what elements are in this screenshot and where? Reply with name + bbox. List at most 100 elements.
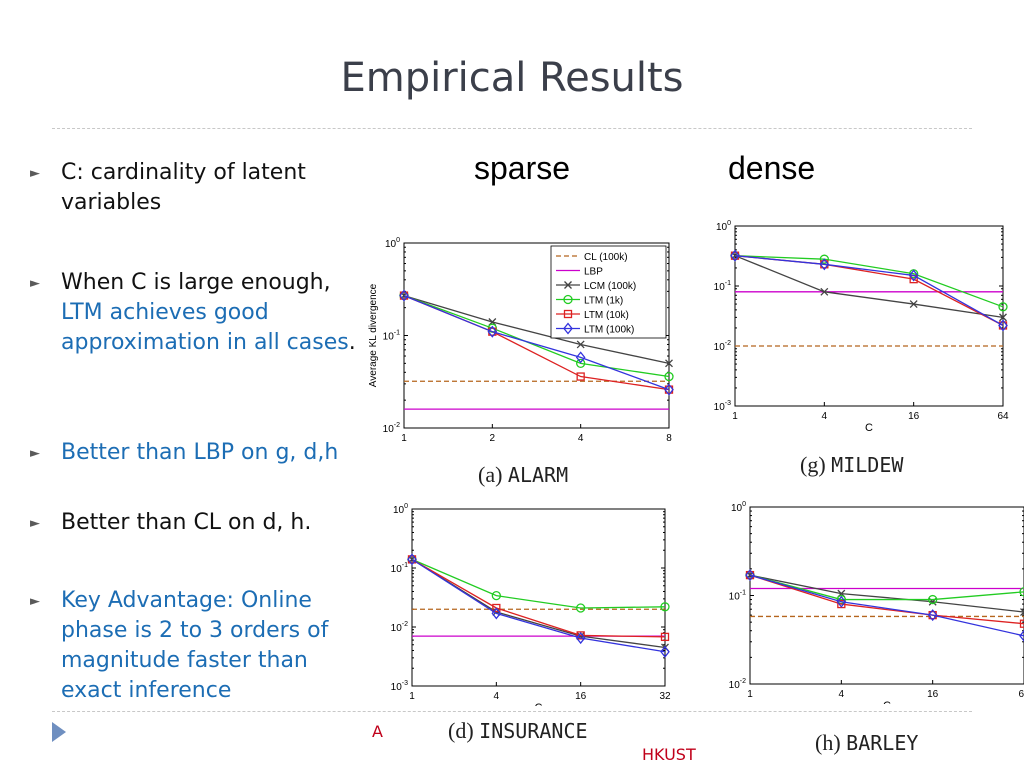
caption-name: MILDEW bbox=[831, 453, 904, 477]
legend-entry: CL (100k) bbox=[584, 252, 628, 263]
caption-prefix: (a) bbox=[478, 462, 503, 487]
series-line bbox=[734, 255, 1004, 319]
bullet-text: When C is large enough, bbox=[61, 270, 331, 295]
caption-mildew: (g) MILDEW bbox=[800, 452, 903, 478]
plot-frame bbox=[734, 225, 1004, 407]
y-tick-exp: -2 bbox=[740, 678, 746, 685]
bullet-text: Better than LBP on g, d,h bbox=[61, 440, 339, 465]
data-point bbox=[399, 289, 409, 302]
y-tick-label: 10-1 bbox=[391, 562, 408, 575]
data-point bbox=[664, 371, 674, 382]
data-point bbox=[1020, 608, 1024, 613]
x-tick-label: 4 bbox=[839, 689, 845, 700]
data-point bbox=[745, 569, 755, 582]
y-tick-exp: -1 bbox=[402, 562, 408, 569]
y-tick-exp: -2 bbox=[402, 621, 408, 628]
data-point bbox=[998, 319, 1008, 332]
legend-marker bbox=[563, 309, 573, 319]
x-tick-label: 4 bbox=[822, 411, 828, 422]
caption-prefix: (g) bbox=[800, 452, 826, 477]
y-tick-label: 100 bbox=[385, 237, 400, 250]
y-tick-label: 10-2 bbox=[729, 678, 746, 691]
legend-entry: LTM (10k) bbox=[584, 310, 629, 321]
y-tick-exp: -1 bbox=[740, 590, 746, 597]
y-tick-label: 10-3 bbox=[391, 680, 408, 693]
series-ltm-100k- bbox=[730, 249, 1008, 332]
data-point bbox=[407, 553, 417, 566]
legend-entry: LBP bbox=[584, 267, 603, 278]
series-line bbox=[734, 255, 1004, 308]
bullet-arrow-icon: ► bbox=[30, 276, 40, 291]
data-point bbox=[819, 258, 830, 271]
caption-barley: (h) BARLEY bbox=[815, 730, 918, 756]
y-tick-label: 10-2 bbox=[714, 340, 731, 353]
caption-name: BARLEY bbox=[846, 731, 919, 755]
data-point bbox=[576, 372, 585, 381]
legend-entry: LCM (100k) bbox=[584, 281, 636, 292]
series-line bbox=[749, 574, 1024, 601]
y-tick-label: 10-3 bbox=[714, 400, 731, 413]
x-tick-label: 4 bbox=[494, 691, 500, 702]
y-tick-exp: -3 bbox=[402, 680, 408, 687]
bullet-text-highlight: LTM achieves good approximation in all c… bbox=[61, 300, 349, 355]
data-point bbox=[660, 632, 670, 642]
nav-arrow-icon[interactable] bbox=[52, 722, 66, 746]
y-tick-exp: -2 bbox=[394, 422, 400, 429]
caption-name: ALARM bbox=[507, 463, 569, 487]
data-point bbox=[487, 325, 498, 338]
series-line bbox=[749, 574, 1024, 613]
data-point bbox=[908, 269, 919, 282]
series-ltm-100k- bbox=[407, 553, 670, 658]
column-header-sparse: sparse bbox=[474, 150, 571, 186]
y-tick-label: 10-1 bbox=[729, 590, 746, 603]
series-line bbox=[749, 574, 1024, 625]
y-tick-label: 100 bbox=[393, 503, 408, 516]
y-tick-label: 10-2 bbox=[391, 621, 408, 634]
column-header-dense: dense bbox=[728, 150, 816, 186]
y-axis-label: Average KL divergence bbox=[368, 283, 379, 387]
data-point bbox=[928, 594, 938, 605]
series-line bbox=[411, 558, 666, 609]
x-tick-label: 1 bbox=[401, 433, 407, 443]
data-point-b bbox=[576, 340, 585, 349]
data-point bbox=[576, 358, 586, 368]
y-tick-exp: 0 bbox=[742, 501, 746, 508]
y-tick-exp: -2 bbox=[725, 340, 731, 347]
data-point bbox=[575, 351, 586, 364]
data-point bbox=[730, 249, 740, 262]
y-tick-label: 100 bbox=[731, 501, 746, 514]
footer-institution: HKUST bbox=[642, 745, 696, 764]
legend-box bbox=[550, 245, 667, 339]
x-axis-label: C bbox=[865, 422, 873, 434]
x-tick-label: 64 bbox=[997, 411, 1009, 422]
x-tick-label: 4 bbox=[578, 433, 584, 443]
bullet-text: C: cardinality of latent variables bbox=[61, 160, 306, 215]
series-line bbox=[403, 294, 670, 378]
series-line bbox=[734, 255, 1004, 327]
x-tick-label: 32 bbox=[659, 691, 671, 702]
caption-name: INSURANCE bbox=[479, 719, 588, 743]
x-tick-label: 64 bbox=[1018, 689, 1024, 700]
data-point bbox=[575, 631, 586, 645]
legend-entry: LTM (100k) bbox=[584, 325, 634, 336]
y-tick-exp: 0 bbox=[404, 503, 408, 510]
data-point bbox=[927, 609, 938, 622]
legend-marker bbox=[563, 322, 573, 335]
data-point bbox=[1019, 629, 1024, 642]
legend-marker-b bbox=[564, 281, 572, 289]
caption-prefix: (h) bbox=[815, 730, 841, 755]
legend-entry: LTM (1k) bbox=[584, 296, 623, 307]
x-tick-label: 16 bbox=[575, 691, 587, 702]
data-point bbox=[664, 383, 674, 396]
series-ltm-1k- bbox=[407, 554, 670, 613]
caption-insurance: (d) INSURANCE bbox=[448, 718, 588, 744]
bullet-text-end: . bbox=[348, 330, 356, 355]
chart-alarm: 10-210-11001248CAverage KL divergenceCL … bbox=[368, 237, 674, 443]
data-point bbox=[819, 254, 829, 264]
x-tick-label: 16 bbox=[908, 411, 920, 422]
y-tick-exp: 0 bbox=[396, 237, 400, 244]
slide-title: Empirical Results bbox=[340, 55, 684, 101]
series-line bbox=[749, 574, 1024, 637]
data-point-b bbox=[1020, 611, 1024, 617]
x-tick-label: 16 bbox=[927, 689, 939, 700]
